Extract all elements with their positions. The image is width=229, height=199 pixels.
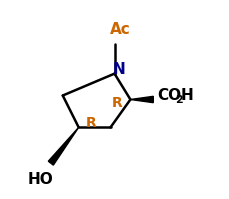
Text: Ac: Ac <box>110 22 131 37</box>
Text: R: R <box>112 97 123 110</box>
Text: HO: HO <box>28 172 54 187</box>
Text: N: N <box>113 62 126 77</box>
Polygon shape <box>48 127 79 165</box>
Text: R: R <box>86 116 97 130</box>
Text: CO: CO <box>157 88 181 103</box>
Polygon shape <box>131 96 153 103</box>
Text: H: H <box>180 88 193 103</box>
Text: 2: 2 <box>176 96 183 105</box>
